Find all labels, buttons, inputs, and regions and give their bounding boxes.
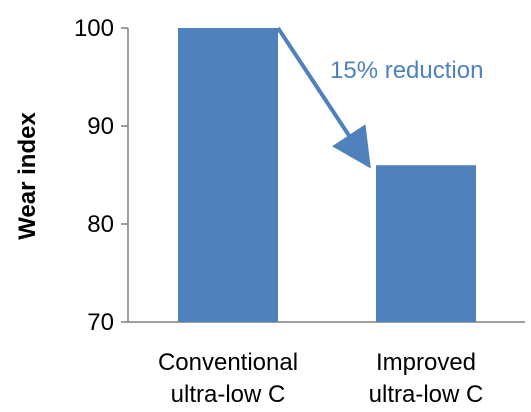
category-label: Conventional xyxy=(158,349,298,376)
bars xyxy=(178,28,476,322)
category-label: ultra-low C xyxy=(369,381,484,408)
y-tick-label: 100 xyxy=(74,15,114,42)
category-label: Improved xyxy=(376,349,476,376)
category-label: ultra-low C xyxy=(171,381,286,408)
reduction-arrow xyxy=(276,26,371,169)
y-axis-title: Wear index xyxy=(14,112,41,240)
bar-1 xyxy=(376,165,476,322)
y-tick-label: 80 xyxy=(87,211,114,238)
bar-0 xyxy=(178,28,278,322)
reduction-annotation: 15% reduction xyxy=(330,57,483,84)
y-axis-ticks: 70 80 90 100 xyxy=(74,15,128,336)
category-labels: Conventional ultra-low C Improved ultra-low… xyxy=(158,349,483,408)
y-tick-label: 90 xyxy=(87,113,114,140)
y-tick-label: 70 xyxy=(87,309,114,336)
